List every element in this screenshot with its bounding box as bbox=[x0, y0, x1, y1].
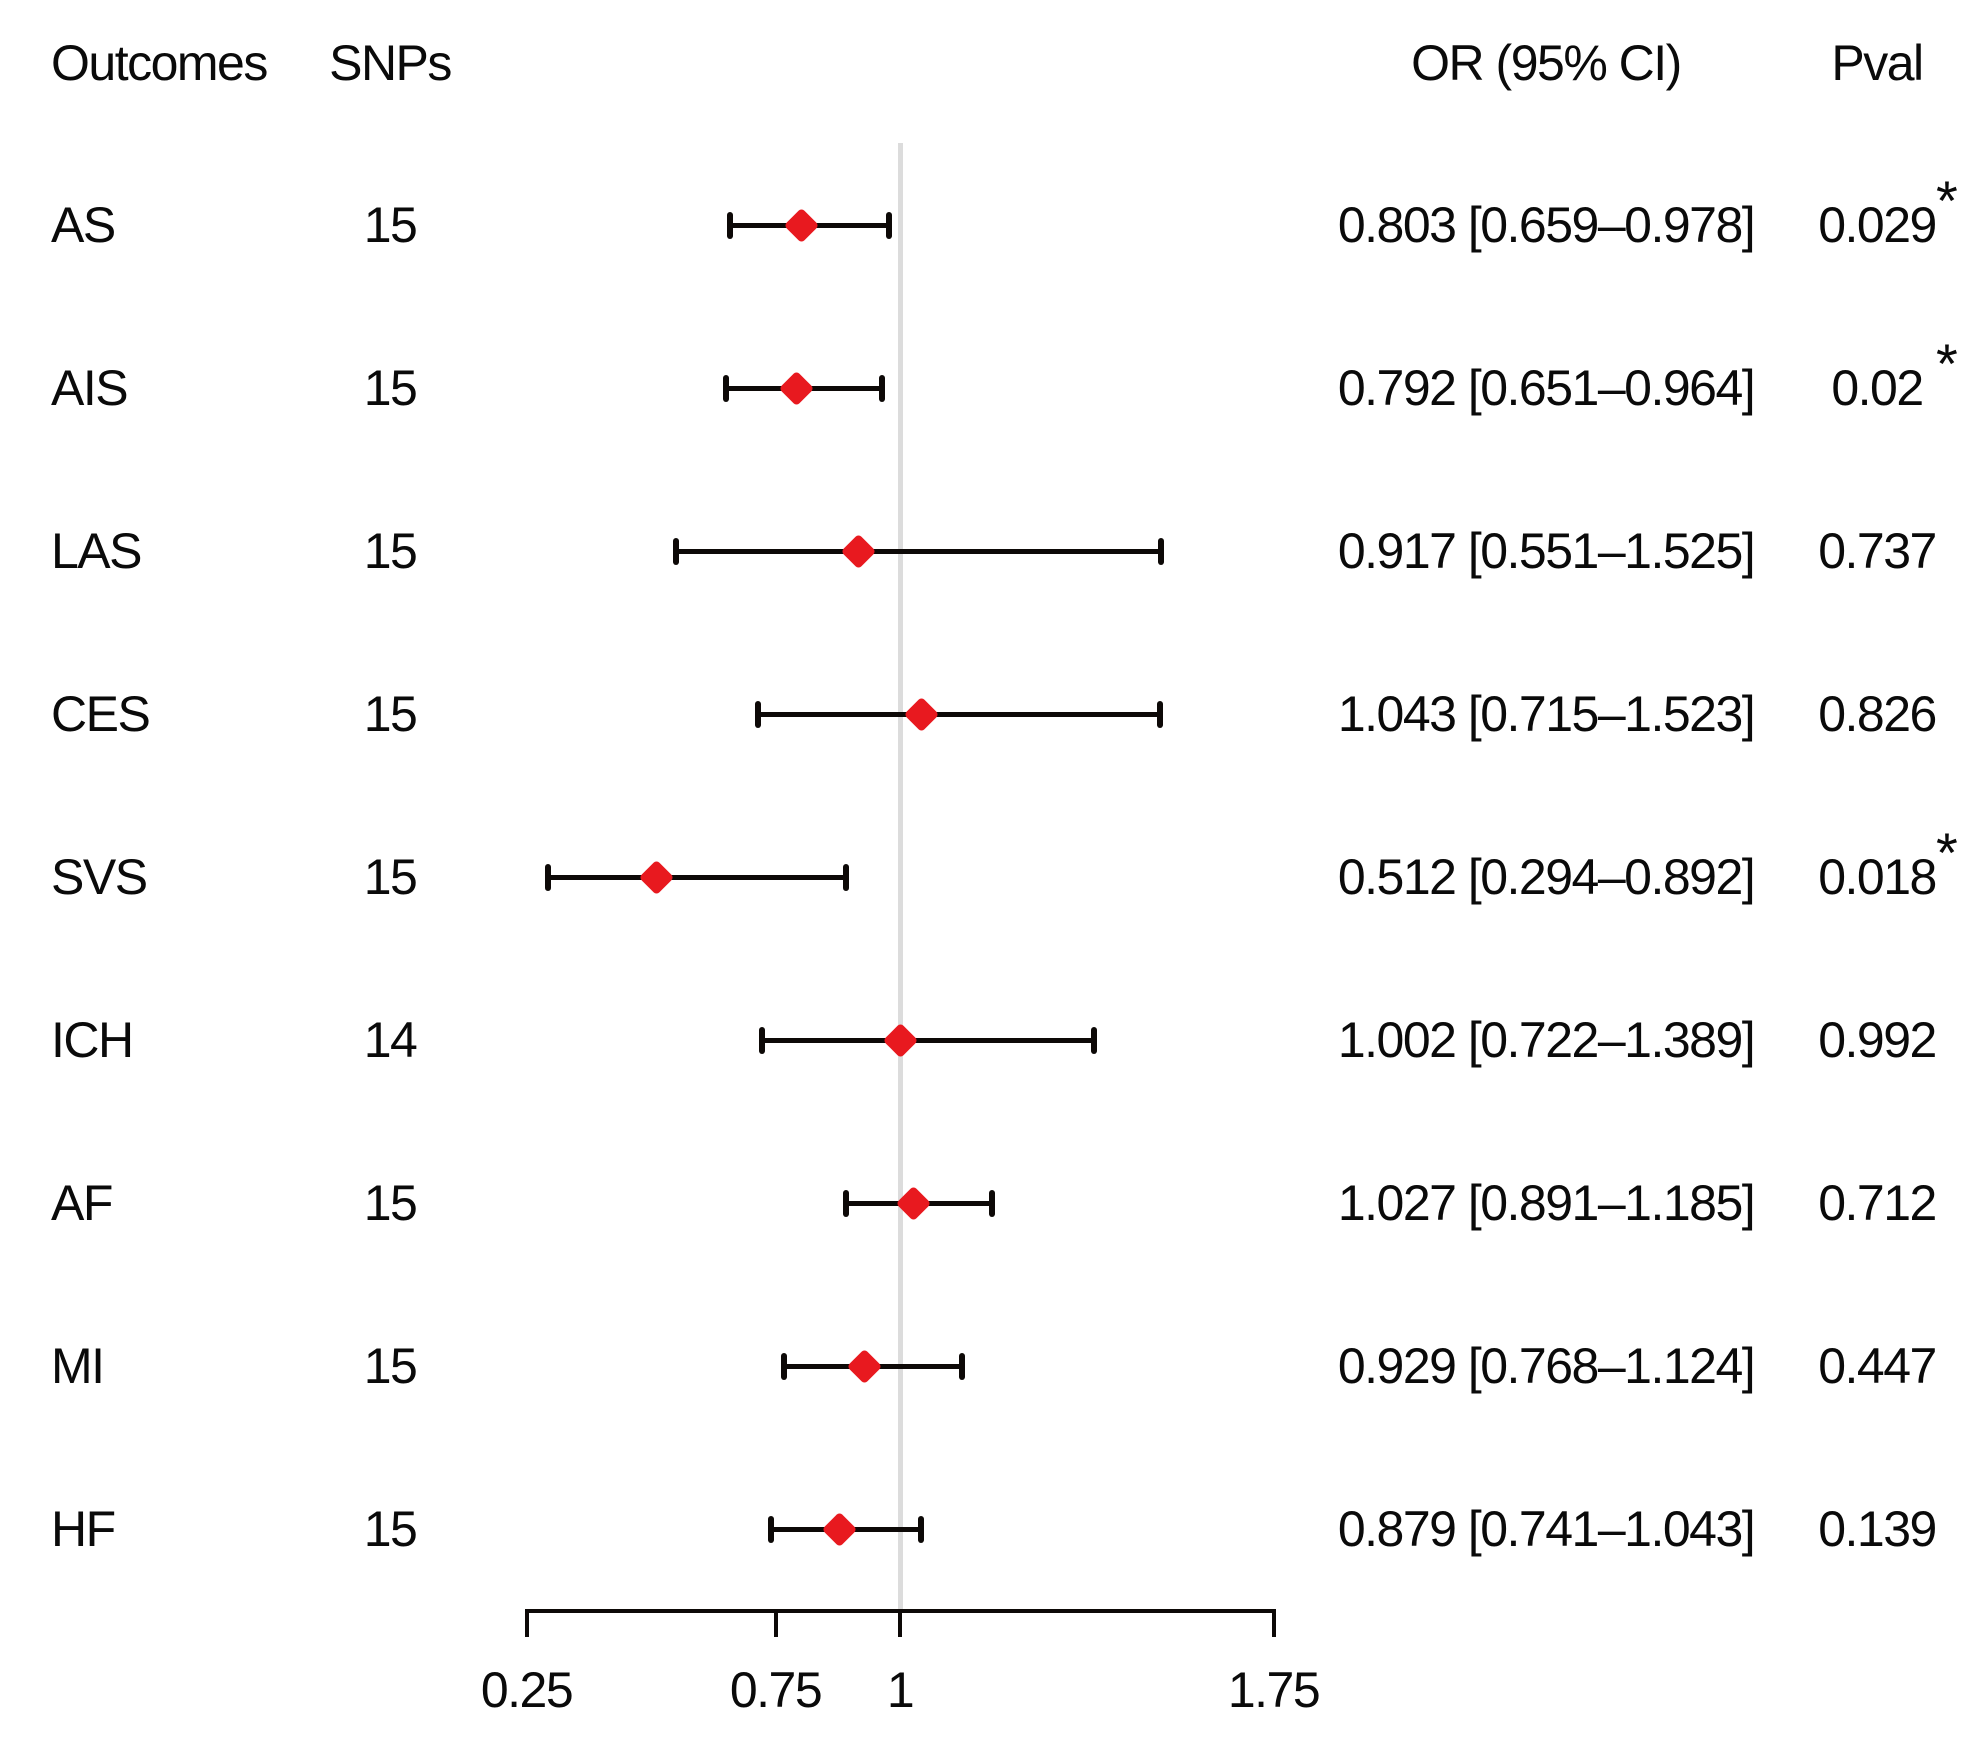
or-ci-value: 0.803 [0.659–0.978] bbox=[1337, 197, 1756, 253]
snps-value: 15 bbox=[363, 686, 418, 742]
pval-value: 0.018 bbox=[1818, 849, 1937, 905]
outcome-label: SVS bbox=[51, 849, 148, 905]
ci-cap-left bbox=[673, 537, 680, 565]
ci-cap-right bbox=[958, 1352, 965, 1380]
x-axis-tick-label: 0.25 bbox=[480, 1662, 574, 1718]
outcome-label: AS bbox=[51, 197, 116, 253]
or-ci-value: 1.043 [0.715–1.523] bbox=[1337, 686, 1756, 742]
reference-line-or-1 bbox=[897, 143, 903, 1613]
ci-cap-left bbox=[727, 211, 734, 239]
or-ci-value: 0.917 [0.551–1.525] bbox=[1337, 523, 1756, 579]
pval-value: 0.029 bbox=[1818, 197, 1937, 253]
pval-value: 0.447 bbox=[1818, 1338, 1937, 1394]
ci-cap-right bbox=[879, 374, 886, 402]
pval-value: 0.826 bbox=[1818, 686, 1937, 742]
x-axis-tick-label: 0.75 bbox=[729, 1662, 823, 1718]
or-ci-value: 0.879 [0.741–1.043] bbox=[1337, 1501, 1756, 1557]
snps-value: 15 bbox=[363, 523, 418, 579]
ci-cap-left bbox=[755, 700, 762, 728]
ci-cap-left bbox=[758, 1026, 765, 1054]
ci-cap-left bbox=[842, 1189, 849, 1217]
or-ci-value: 1.002 [0.722–1.389] bbox=[1337, 1012, 1756, 1068]
snps-value: 15 bbox=[363, 360, 418, 416]
snps-value: 15 bbox=[363, 1501, 418, 1557]
snps-value: 15 bbox=[363, 849, 418, 905]
significance-star: * bbox=[1936, 821, 1958, 884]
ci-cap-right bbox=[1090, 1026, 1097, 1054]
or-diamond-marker bbox=[883, 1022, 919, 1058]
or-diamond-marker bbox=[822, 1511, 858, 1547]
outcome-label: LAS bbox=[51, 523, 143, 579]
ci-bar bbox=[676, 548, 1162, 554]
outcome-label: HF bbox=[51, 1501, 116, 1557]
or-ci-value: 0.792 [0.651–0.964] bbox=[1337, 360, 1756, 416]
x-axis-tick bbox=[898, 1609, 902, 1637]
x-axis-tick-label: 1 bbox=[886, 1662, 915, 1718]
ci-cap-right bbox=[1157, 700, 1164, 728]
or-diamond-marker bbox=[846, 1348, 883, 1384]
or-ci-value: 0.929 [0.768–1.124] bbox=[1337, 1338, 1756, 1394]
outcome-label: MI bbox=[51, 1338, 105, 1394]
pval-value: 0.02 bbox=[1831, 360, 1924, 416]
snps-value: 15 bbox=[363, 1338, 418, 1394]
pval-value: 0.992 bbox=[1818, 1012, 1937, 1068]
outcome-label: ICH bbox=[51, 1012, 134, 1068]
snps-value: 15 bbox=[363, 197, 418, 253]
significance-star: * bbox=[1936, 169, 1958, 232]
ci-cap-right bbox=[918, 1515, 925, 1543]
or-diamond-marker bbox=[778, 370, 815, 406]
ci-cap-right bbox=[1158, 537, 1165, 565]
pval-value: 0.712 bbox=[1818, 1175, 1937, 1231]
column-header-pval: Pval bbox=[1831, 35, 1924, 91]
or-ci-value: 1.027 [0.891–1.185] bbox=[1337, 1175, 1756, 1231]
x-axis-tick bbox=[524, 1609, 529, 1637]
ci-cap-left bbox=[768, 1515, 775, 1543]
column-header-outcomes: Outcomes bbox=[51, 35, 268, 91]
column-header-snps: SNPs bbox=[329, 35, 452, 91]
ci-cap-left bbox=[545, 863, 552, 891]
snps-value: 14 bbox=[363, 1012, 418, 1068]
snps-value: 15 bbox=[363, 1175, 418, 1231]
or-diamond-marker bbox=[784, 207, 820, 243]
ci-bar bbox=[758, 711, 1161, 717]
or-ci-value: 0.512 [0.294–0.892] bbox=[1337, 849, 1756, 905]
column-header-or-ci: OR (95% CI) bbox=[1411, 35, 1682, 91]
ci-cap-right bbox=[843, 863, 850, 891]
x-axis-tick bbox=[773, 1609, 778, 1637]
pval-value: 0.139 bbox=[1818, 1501, 1937, 1557]
ci-cap-right bbox=[989, 1189, 996, 1217]
ci-bar bbox=[761, 1037, 1094, 1043]
significance-star: * bbox=[1936, 332, 1958, 395]
x-axis-tick bbox=[1271, 1609, 1276, 1637]
ci-cap-right bbox=[886, 211, 893, 239]
outcome-label: CES bbox=[51, 686, 151, 742]
x-axis-tick-label: 1.75 bbox=[1227, 1662, 1321, 1718]
ci-cap-left bbox=[781, 1352, 788, 1380]
ci-bar bbox=[548, 874, 847, 880]
or-diamond-marker bbox=[840, 533, 877, 569]
pval-value: 0.737 bbox=[1818, 523, 1937, 579]
or-diamond-marker bbox=[639, 859, 675, 895]
outcome-label: AIS bbox=[51, 360, 129, 416]
outcome-label: AF bbox=[51, 1175, 113, 1231]
ci-cap-left bbox=[723, 374, 730, 402]
or-diamond-marker bbox=[903, 696, 940, 732]
